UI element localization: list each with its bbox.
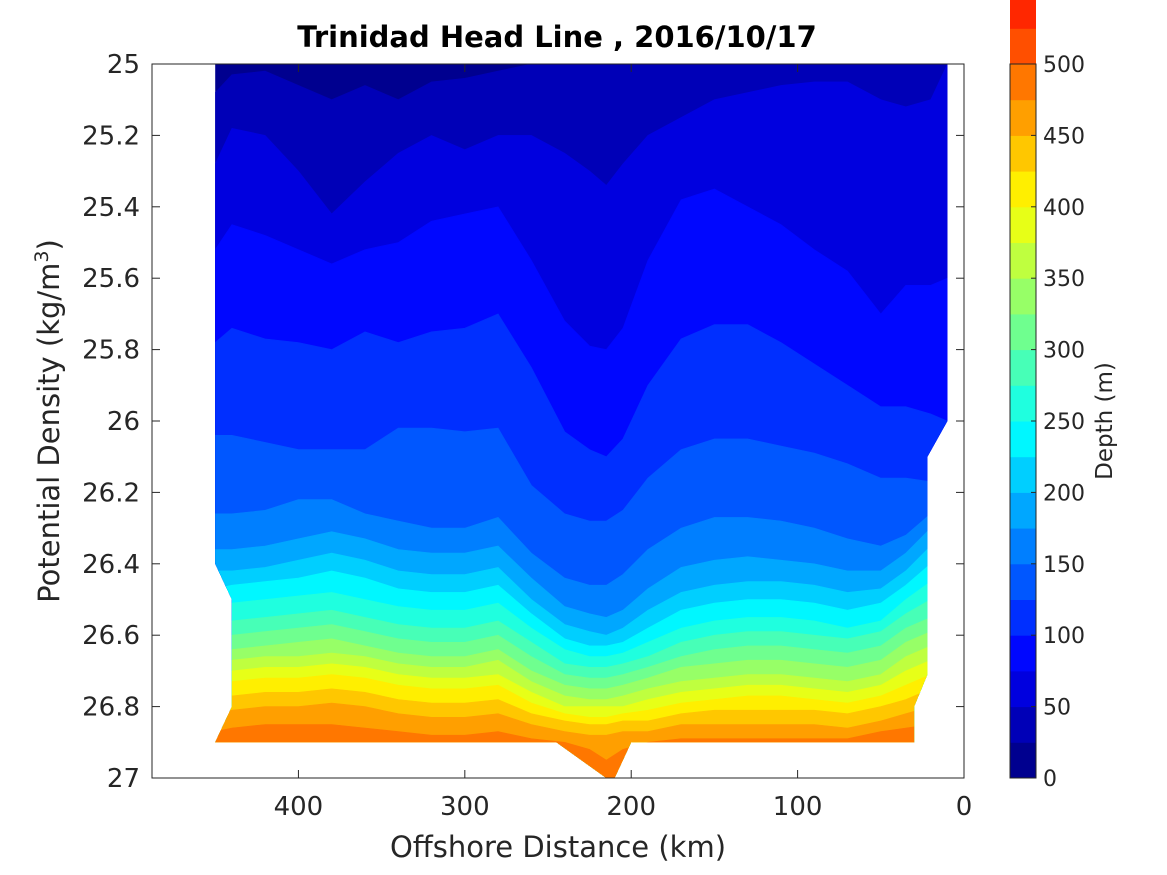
y-tick-label: 26.8 xyxy=(82,693,140,723)
colorbar-swatch xyxy=(1010,349,1036,386)
colorbar-tick-label: 50 xyxy=(1043,696,1071,721)
x-axis: 400 300 200 100 0 xyxy=(274,64,973,822)
colorbar-tick-label: 450 xyxy=(1043,124,1085,149)
colorbar-swatch xyxy=(1010,99,1036,136)
y-tick-label: 25.6 xyxy=(82,264,140,294)
colorbar: 0 50 100 150 200 250 300 350 400 450 500 xyxy=(1009,0,1085,792)
colorbar-swatch xyxy=(1010,385,1036,422)
contour-fill xyxy=(215,64,948,778)
colorbar-swatch xyxy=(1010,599,1036,636)
x-axis-label: Offshore Distance (km) xyxy=(390,830,726,864)
y-tick-label: 25 xyxy=(107,50,140,80)
colorbar-swatch xyxy=(1010,528,1036,565)
colorbar-swatch xyxy=(1010,742,1036,779)
x-tick-label: 300 xyxy=(440,792,490,822)
colorbar-tick-label: 400 xyxy=(1043,196,1085,221)
chart-title: Trinidad Head Line , 2016/10/17 xyxy=(297,20,817,54)
x-tick-label: 400 xyxy=(274,792,324,822)
colorbar-swatch xyxy=(1010,278,1036,315)
colorbar-tick-label: 350 xyxy=(1043,267,1085,292)
y-tick-label: 26.2 xyxy=(82,478,140,508)
y-tick-label: 26 xyxy=(107,407,140,437)
y-axis-label-main: Potential Density (kg/m xyxy=(32,263,66,603)
colorbar-swatch xyxy=(1010,635,1036,672)
y-tick-label: 25.8 xyxy=(82,336,140,366)
colorbar-swatch xyxy=(1010,456,1036,493)
colorbar-swatch xyxy=(1010,492,1036,529)
colorbar-tick-label: 500 xyxy=(1043,53,1085,78)
colorbar-swatch xyxy=(1010,206,1036,243)
x-tick-label: 0 xyxy=(956,792,973,822)
colorbar-swatch xyxy=(1010,135,1036,172)
colorbar-swatch xyxy=(1010,421,1036,458)
colorbar-tick-label: 0 xyxy=(1043,767,1057,792)
x-tick-label: 100 xyxy=(773,792,823,822)
y-axis-label-superscript: 3 xyxy=(31,250,53,262)
colorbar-swatch xyxy=(1010,28,1036,65)
colorbar-swatch xyxy=(1010,670,1036,708)
y-tick-label: 27 xyxy=(107,764,140,794)
colorbar-swatch xyxy=(1010,0,1036,29)
colorbar-tick-label: 150 xyxy=(1043,553,1085,578)
colorbar-label: Depth (m) xyxy=(1092,362,1118,480)
colorbar-tick-label: 250 xyxy=(1043,410,1085,435)
y-axis-label: Potential Density (kg/m3) xyxy=(31,239,66,603)
y-tick-label: 25.4 xyxy=(82,193,140,223)
y-axis-label-close: ) xyxy=(32,239,66,250)
colorbar-tick-label: 200 xyxy=(1043,481,1085,506)
y-tick-label: 26.4 xyxy=(82,550,140,580)
colorbar-tick-label: 300 xyxy=(1043,339,1085,364)
colorbar-swatch xyxy=(1010,64,1036,101)
colorbar-swatch xyxy=(1010,563,1036,600)
y-tick-label: 25.2 xyxy=(82,121,140,151)
y-tick-label: 26.6 xyxy=(82,621,140,651)
colorbar-swatch xyxy=(1010,706,1036,743)
colorbar-swatch xyxy=(1010,242,1036,279)
colorbar-tick-label: 100 xyxy=(1043,624,1085,649)
colorbar-swatch xyxy=(1010,171,1036,208)
y-axis: 25 25.2 25.4 25.6 25.8 26 26.2 26.4 26.6 26.8 27 xyxy=(82,50,964,794)
colorbar-swatch xyxy=(1010,313,1036,351)
x-tick-label: 200 xyxy=(606,792,656,822)
